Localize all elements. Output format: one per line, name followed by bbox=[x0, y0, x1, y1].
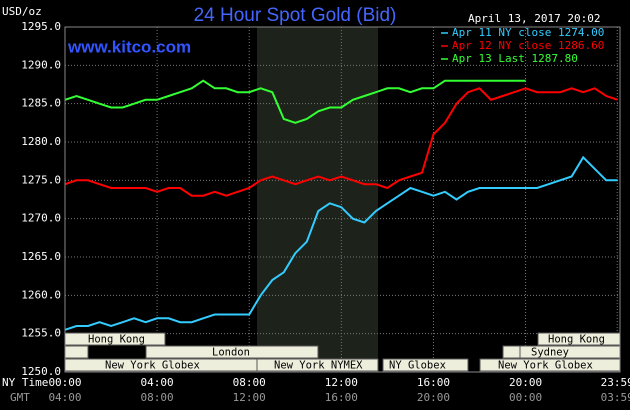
chart-title: 24 Hour Spot Gold (Bid) bbox=[194, 5, 397, 26]
y-tick-label: 1285.0 bbox=[21, 97, 61, 110]
session-label: Sydney bbox=[531, 347, 569, 359]
y-tick-label: 1295.0 bbox=[21, 20, 61, 33]
x2-tick-label: 08:00 bbox=[141, 391, 174, 404]
sessions: Hong Kong London New York Globex New Yor… bbox=[64, 332, 621, 372]
session-bar bbox=[502, 345, 521, 359]
session-label: London bbox=[212, 347, 250, 359]
legend-label: Apr 12 NY close 1286.60 bbox=[452, 39, 604, 52]
y-tick-label: 1275.0 bbox=[21, 173, 61, 186]
x2-tick-label: 03:59 bbox=[601, 391, 630, 404]
x-label: NY Time bbox=[2, 376, 48, 389]
session-bar bbox=[145, 345, 319, 359]
y-tick-label: 1255.0 bbox=[21, 327, 61, 340]
x2-tick-label: 00:00 bbox=[509, 391, 542, 404]
plot-frame bbox=[64, 26, 621, 373]
session-bar bbox=[382, 358, 469, 372]
x-tick-label: 20:00 bbox=[509, 376, 542, 389]
y-tick-label: 1280.0 bbox=[21, 135, 61, 148]
session-bar bbox=[256, 358, 379, 372]
x-tick-label: 12:00 bbox=[325, 376, 358, 389]
x-tick-label: 08:00 bbox=[233, 376, 266, 389]
x-tick-label: 00:00 bbox=[48, 376, 81, 389]
x2-tick-label: 16:00 bbox=[325, 391, 358, 404]
date: April 13, 2017 20:02 bbox=[468, 12, 600, 25]
session-label: New York Globex bbox=[498, 360, 593, 372]
x2-tick-label: 12:00 bbox=[233, 391, 266, 404]
y-unit: USD/oz bbox=[2, 5, 42, 18]
session-bar bbox=[64, 345, 89, 359]
y-tick-label: 1270.0 bbox=[21, 212, 61, 225]
session-label: Hong Kong bbox=[548, 334, 605, 346]
x2-label: GMT bbox=[10, 391, 30, 404]
session-label: New York Globex bbox=[105, 360, 200, 372]
y-tick-label: 1265.0 bbox=[21, 250, 61, 263]
series-line bbox=[64, 155, 618, 331]
nymex-shade bbox=[257, 27, 378, 372]
session-label: Hong Kong bbox=[88, 334, 145, 346]
x-tick-label: 16:00 bbox=[417, 376, 450, 389]
y-tick-label: 1250.0 bbox=[21, 365, 61, 378]
y-tick-label: 1290.0 bbox=[21, 58, 61, 71]
session-label: NY Globex bbox=[389, 360, 446, 372]
legend-label: Apr 11 NY close 1274.00 bbox=[452, 26, 604, 39]
x-tick-label: 23:59 bbox=[601, 376, 630, 389]
x2-tick-label: 20:00 bbox=[417, 391, 450, 404]
series-line bbox=[64, 87, 619, 197]
series-line bbox=[64, 79, 526, 124]
legend-label: Apr 13 Last 1287.80 bbox=[452, 52, 578, 65]
x2-tick-label: 04:00 bbox=[48, 391, 81, 404]
y-tick-label: 1260.0 bbox=[21, 288, 61, 301]
session-label: New York NYMEX bbox=[274, 360, 363, 372]
watermark: www.kitco.com bbox=[67, 37, 191, 56]
x-tick-label: 04:00 bbox=[141, 376, 174, 389]
